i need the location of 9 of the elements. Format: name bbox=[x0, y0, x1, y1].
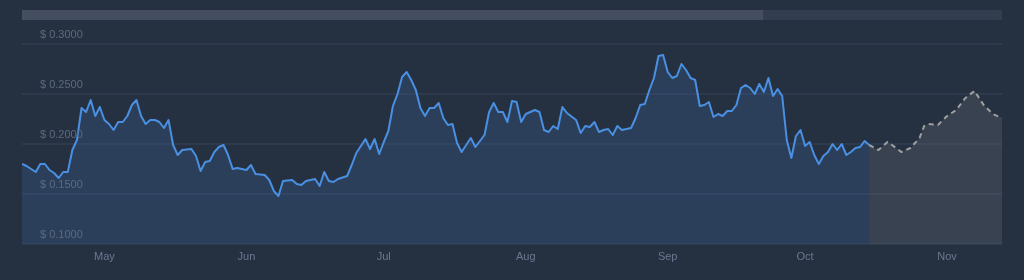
y-tick-label: $ 0.3000 bbox=[40, 28, 83, 40]
y-tick-label: $ 0.2500 bbox=[40, 78, 83, 90]
x-tick-label: Sep bbox=[657, 249, 678, 262]
x-tick-label: Aug bbox=[515, 249, 536, 262]
x-tick-label: Nov bbox=[937, 249, 958, 262]
x-tick-label: Jul bbox=[376, 249, 391, 262]
x-tick-label: May bbox=[94, 249, 116, 262]
x-tick-label: Oct bbox=[796, 249, 814, 262]
x-tick-label: Jun bbox=[237, 249, 256, 262]
